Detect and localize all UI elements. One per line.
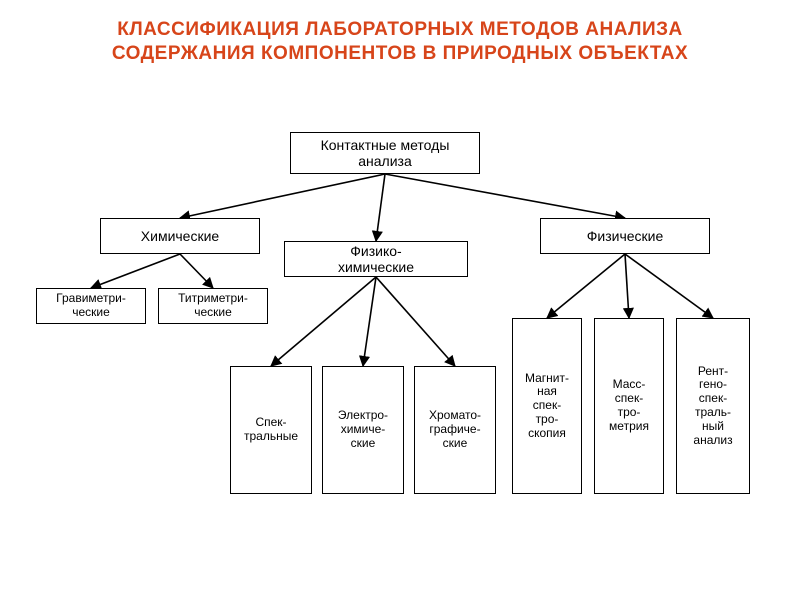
node-mass: Масс-спек-тро-метрия (594, 318, 664, 494)
node-spec: Спек-тральные (230, 366, 312, 494)
edge-pchem-chrom (376, 277, 455, 366)
classification-diagram: Контактные методы анализа Химические Физик… (0, 110, 800, 570)
edge-pchem-echem (363, 277, 376, 366)
edge-root-phys (385, 174, 625, 218)
title-line1: КЛАССИФИКАЦИЯ ЛАБОРАТОРНЫХ МЕТОДОВ АНАЛИ… (117, 19, 683, 40)
edge-root-pchem (376, 174, 385, 241)
node-xray: Рент-гено-спек-траль-ныйанализ (676, 318, 750, 494)
edge-chem-grav (91, 254, 180, 288)
node-phys: Физические (540, 218, 710, 254)
edge-pchem-spec (271, 277, 376, 366)
edge-root-chem (180, 174, 385, 218)
edge-phys-mass (625, 254, 629, 318)
node-magn: Магнит-наяспек-тро-скопия (512, 318, 582, 494)
node-titr: Титриметри-ческие (158, 288, 268, 324)
title-line2: СОДЕРЖАНИЯ КОМПОНЕНТОВ В ПРИРОДНЫХ ОБЪЕК… (112, 43, 688, 64)
node-echem: Электро-химиче-ские (322, 366, 404, 494)
node-grav: Гравиметри-ческие (36, 288, 146, 324)
node-chem: Химические (100, 218, 260, 254)
node-pchem: Физико-химические (284, 241, 468, 277)
page-title: КЛАССИФИКАЦИЯ ЛАБОРАТОРНЫХ МЕТОДОВ АНАЛИ… (0, 0, 800, 66)
node-chrom: Хромато-графиче-ские (414, 366, 496, 494)
edge-phys-magn (547, 254, 625, 318)
edge-chem-titr (180, 254, 213, 288)
node-root: Контактные методы анализа (290, 132, 480, 174)
edge-phys-xray (625, 254, 713, 318)
